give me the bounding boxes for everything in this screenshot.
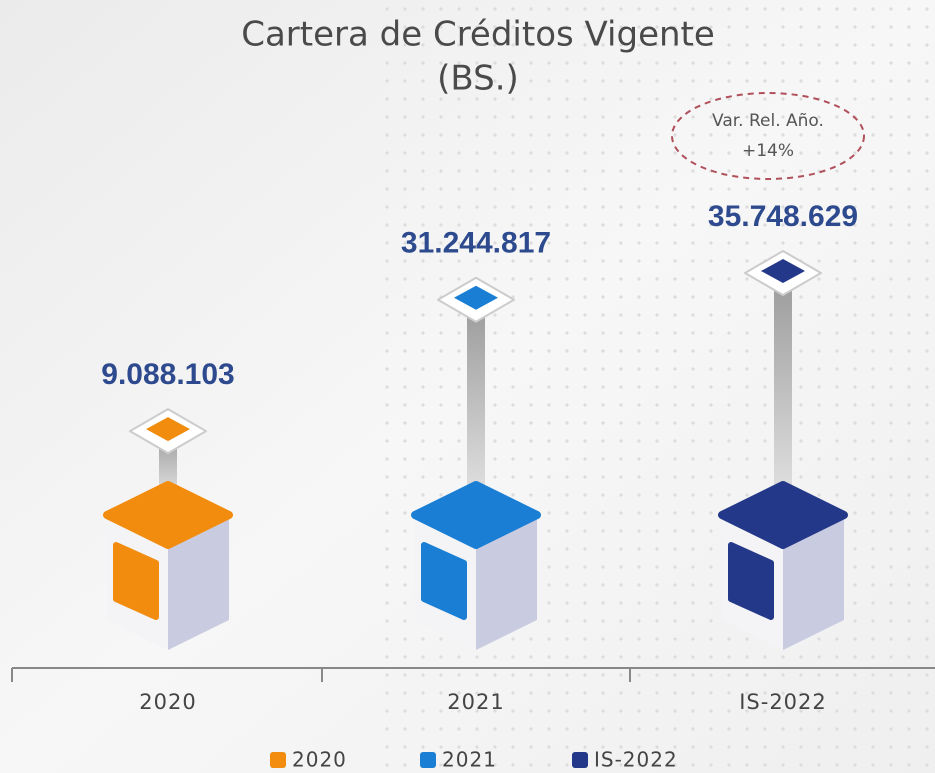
chart-title: Cartera de Créditos Vigente: [241, 15, 715, 55]
value-label: 35.748.629: [708, 200, 858, 233]
pillar: [744, 250, 822, 495]
legend-swatch: [270, 752, 286, 768]
cube-top: [103, 481, 233, 549]
pillar-stem: [774, 273, 792, 495]
cube-window: [113, 542, 159, 620]
pillar: [129, 408, 207, 495]
annotation: Var. Rel. Año.: [712, 111, 824, 131]
chart-subtitle: (BS.): [437, 59, 519, 99]
cube-top: [718, 481, 848, 549]
annotation: +14%: [742, 141, 794, 161]
x-tick-label: IS-2022: [739, 690, 827, 714]
cube-top: [411, 481, 541, 549]
x-tick-label: 2020: [139, 690, 196, 714]
legend-swatch: [420, 752, 436, 768]
pillar-cap-inner: [146, 417, 190, 442]
cube-right: [168, 515, 229, 650]
cube-window: [728, 542, 774, 620]
dot-pattern: [380, 0, 935, 773]
cube-right: [783, 515, 844, 650]
pillar-stem: [467, 299, 485, 495]
annotation-outline: [671, 92, 865, 180]
cube-right: [476, 515, 537, 650]
legend-label: IS-2022: [594, 748, 678, 772]
value-label: 31.244.817: [401, 227, 551, 260]
pillar: [437, 276, 515, 495]
pillar-cap-inner: [454, 285, 498, 310]
legend-label: 2021: [442, 748, 497, 772]
legend-label: 2020: [292, 748, 347, 772]
value-label: 9.088.103: [101, 358, 234, 391]
legend-swatch: [572, 752, 588, 768]
cube-window: [421, 542, 467, 620]
pillar-cap-inner: [761, 259, 805, 283]
x-tick-label: 2021: [447, 690, 504, 714]
